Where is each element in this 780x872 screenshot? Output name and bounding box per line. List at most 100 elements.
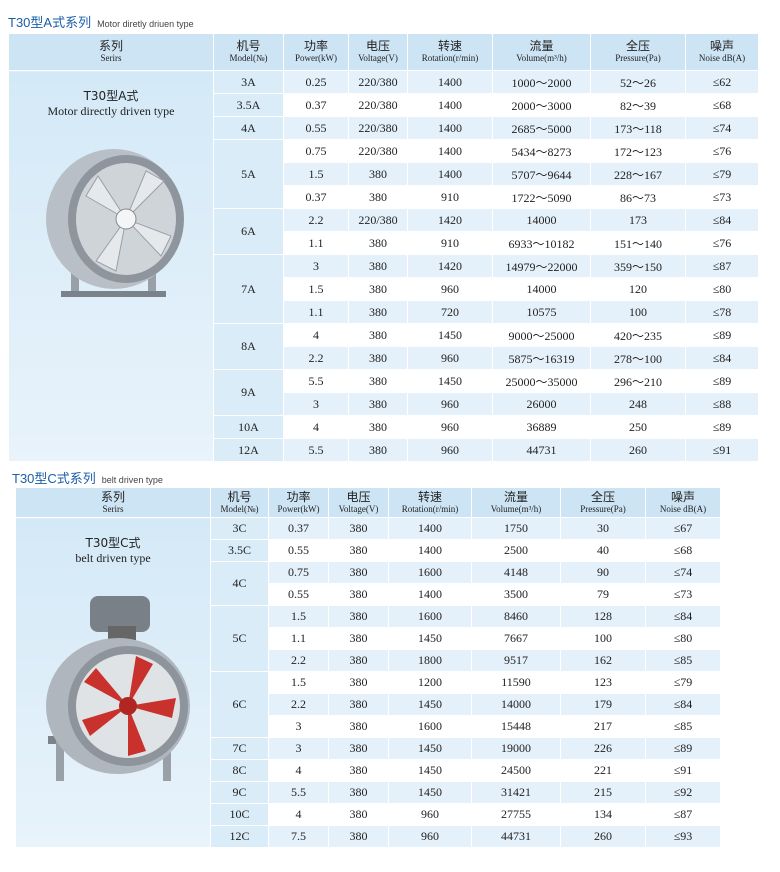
fan-image xyxy=(46,596,190,781)
header-cell: 转速 Rotation(r/min) xyxy=(388,487,472,518)
data-row: 5A 0.75 220/380 1400 5434～8273 172～123 ≤76 xyxy=(9,139,759,209)
model-cell: 4A xyxy=(213,116,284,140)
spec-table: 系列 Serirs 机号 Model(№) 功率 Power(kW) 电压 Voltage(V… xyxy=(8,33,759,462)
value-cell: 172～123 xyxy=(590,139,686,163)
value-cell: ≤85 xyxy=(645,649,721,672)
value-cell: 7667 xyxy=(471,627,561,650)
header-cell: 转速 Rotation(r/min) xyxy=(407,33,493,71)
value-cell: 5434～8273 xyxy=(492,139,591,163)
value-cell: 296～210 xyxy=(590,369,686,393)
header-en: Model(№) xyxy=(229,53,268,63)
data-row: 12C 7.5 380 960 44731 260 ≤93 xyxy=(16,825,721,848)
value-cell: 1.5 xyxy=(268,605,329,628)
header-zh: 噪声 xyxy=(709,39,734,53)
value-cell: 1000～2000 xyxy=(492,70,591,94)
value-cell: 5875～16319 xyxy=(492,346,591,370)
value-cell: 9000～25000 xyxy=(492,323,591,347)
data-row: 1.1 380 720 10575 100 ≤78 xyxy=(9,300,759,324)
value-cell: ≤84 xyxy=(685,346,759,370)
value-cell: 0.55 xyxy=(268,583,329,606)
value-cell: 7.5 xyxy=(268,825,329,848)
value-cell: 1420 xyxy=(407,254,493,278)
value-cell: 960 xyxy=(407,392,493,416)
value-cell: ≤84 xyxy=(645,605,721,628)
value-cell: 4 xyxy=(283,415,349,439)
header-cell: 系列 Serirs xyxy=(8,33,214,71)
value-cell: 260 xyxy=(590,438,686,462)
value-cell: 1.5 xyxy=(268,671,329,694)
data-row: 10C 4 380 960 27755 134 ≤87 xyxy=(16,803,721,826)
data-row: 3.5A 0.37 220/380 1400 2000～3000 82～39 ≤68 xyxy=(9,93,759,117)
series-zh: T30型C式 xyxy=(85,536,141,550)
model-cell: 3C xyxy=(210,517,269,540)
value-cell: ≤67 xyxy=(645,517,721,540)
header-zh: 流量 xyxy=(503,489,528,504)
data-row: T30型C式 belt driven type 3C 0.37 380 1400 1750… xyxy=(15,517,721,848)
value-cell: ≤76 xyxy=(685,231,759,255)
value-cell: 380 xyxy=(328,627,389,650)
model-cell: 6C xyxy=(210,671,269,738)
value-cell: 0.55 xyxy=(268,539,329,562)
header-en: Volume(m³/h) xyxy=(490,503,542,514)
data-row: 6C 1.5 380 1200 11590 123 ≤79 xyxy=(16,671,721,738)
value-cell: 248 xyxy=(590,392,686,416)
value-cell: 6933～10182 xyxy=(492,231,591,255)
value-cell: 3 xyxy=(283,392,349,416)
value-cell: 380 xyxy=(348,185,408,209)
data-row: 12A 5.5 380 960 44731 260 ≤91 xyxy=(9,438,759,462)
header-zh: 全压 xyxy=(625,39,650,53)
header-en: Serirs xyxy=(102,503,124,514)
value-cell: 220/380 xyxy=(348,93,408,117)
data-row: 5C 1.5 380 1600 8460 128 ≤84 xyxy=(16,605,721,672)
data-row: 10A 4 380 960 36889 250 ≤89 xyxy=(9,415,759,439)
header-en: Rotation(r/min) xyxy=(401,503,459,514)
value-cell: 44731 xyxy=(471,825,561,848)
value-cell: 380 xyxy=(348,277,408,301)
header-cell: 机号 Model(№) xyxy=(210,487,269,518)
value-cell: 0.37 xyxy=(268,517,329,540)
value-cell: 1.1 xyxy=(268,627,329,650)
value-cell: 1400 xyxy=(407,139,493,163)
value-cell: 0.55 xyxy=(283,116,349,140)
model-cell: 3A xyxy=(213,70,284,94)
value-cell: 5.5 xyxy=(283,369,349,393)
data-row: 4A 0.55 220/380 1400 2685～5000 173～118 ≤74 xyxy=(9,116,759,140)
value-cell: 221 xyxy=(560,759,646,782)
model-cell: 4C xyxy=(210,561,269,606)
value-cell: 380 xyxy=(328,825,389,848)
value-cell: 220/380 xyxy=(348,139,408,163)
data-row: 3.5C 0.55 380 1400 2500 40 ≤68 xyxy=(16,539,721,562)
value-cell: 162 xyxy=(560,649,646,672)
value-cell: 14979～22000 xyxy=(492,254,591,278)
header-zh: 全压 xyxy=(590,489,615,504)
value-cell: 1800 xyxy=(388,649,472,672)
value-cell: ≤85 xyxy=(645,715,721,738)
value-cell: ≤73 xyxy=(645,583,721,606)
value-cell: 380 xyxy=(348,231,408,255)
value-cell: 1.5 xyxy=(283,277,349,301)
value-cell: 910 xyxy=(407,231,493,255)
value-cell: 8460 xyxy=(471,605,561,628)
value-cell: 910 xyxy=(407,185,493,209)
value-cell: 1450 xyxy=(388,693,472,716)
header-zh: 转速 xyxy=(417,489,442,504)
header-cell: 全压 Pressure(Pa) xyxy=(560,487,646,518)
header-en: Noise dB(A) xyxy=(698,53,746,63)
value-cell: 4 xyxy=(283,323,349,347)
value-cell: ≤89 xyxy=(645,737,721,760)
header-en: Noise dB(A) xyxy=(659,503,707,514)
value-cell: 217 xyxy=(560,715,646,738)
header-cell: 功率 Power(kW) xyxy=(283,33,349,71)
header-en: Power(kW) xyxy=(277,503,320,514)
value-cell: ≤80 xyxy=(645,627,721,650)
value-cell: 380 xyxy=(328,693,389,716)
series-cell: T30型C式 belt driven type xyxy=(15,517,211,848)
value-cell: 1400 xyxy=(407,93,493,117)
value-cell: ≤79 xyxy=(645,671,721,694)
value-cell: ≤89 xyxy=(685,369,759,393)
value-cell: 14000 xyxy=(492,208,591,232)
header-en: Voltage(V) xyxy=(338,503,379,514)
series-cell: T30型A式 Motor directly driven type xyxy=(8,70,214,462)
value-cell: 220/380 xyxy=(348,208,408,232)
